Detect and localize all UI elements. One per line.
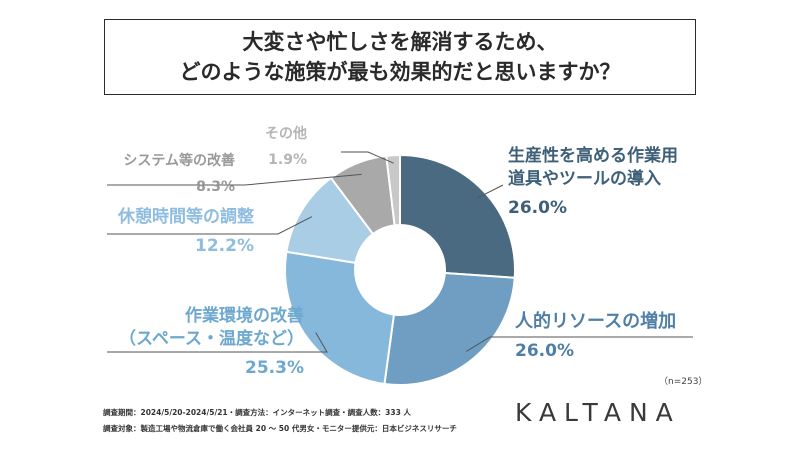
slice-label-5-line-0: その他 — [265, 126, 307, 142]
sample-size-note: （n=253） — [659, 377, 708, 387]
leader-line-0 — [476, 184, 504, 199]
slice-value-3: 12.2% — [195, 236, 254, 256]
slice-label-5: その他 1.9% — [265, 124, 307, 172]
slice-label-4-line-0: システム等の改善 — [123, 153, 235, 169]
chart-title-line-2: どのような施策が最も効果的だと思いますか？ — [179, 60, 621, 84]
slice-label-0-line-1: 道具やツールの導入 — [508, 169, 661, 189]
slice-value-0: 26.0% — [508, 198, 567, 218]
chart-title-line-1: 大変さや忙しさを解消するため、 — [242, 30, 558, 54]
slice-label-2: 作業環境の改善 （スペース・温度など） 25.3% — [119, 305, 304, 382]
leader-line-3 — [107, 216, 313, 235]
donut-slice-0 — [399, 153, 516, 279]
slice-value-5: 1.9% — [268, 152, 307, 168]
kaltana-logo: KALTANA — [515, 398, 681, 427]
slice-label-0-line-0: 生産性を高める作業用 — [508, 146, 678, 166]
slice-label-2-line-1: （スペース・温度など） — [119, 329, 304, 349]
slice-label-1: 人的リソースの増加 26.0% — [515, 310, 676, 365]
slice-label-0: 生産性を高める作業用 道具やツールの導入 26.0% — [508, 145, 678, 222]
slice-label-3-line-0: 休憩時間等の調整 — [118, 207, 254, 227]
leader-line-4 — [107, 173, 362, 186]
survey-target: 調査対象：製造工場や物流倉庫で働く会社員 20 ～ 50 代男女・モニター提供元… — [103, 424, 457, 433]
survey-period-method: 調査期間：2024/5/20-2024/5/21・調査方法：インターネット調査・… — [103, 408, 411, 417]
donut-slice-2 — [284, 250, 396, 386]
leader-line-5 — [341, 151, 394, 164]
leader-line-1 — [466, 336, 693, 352]
slice-label-4: システム等の改善 8.3% — [123, 151, 235, 199]
slice-value-4: 8.3% — [196, 179, 235, 195]
slice-label-3: 休憩時間等の調整 12.2% — [118, 206, 254, 260]
slice-value-1: 26.0% — [515, 341, 574, 361]
slice-label-1-line-0: 人的リソースの増加 — [515, 311, 677, 332]
chart-title-box: 大変さや忙しさを解消するため、 どのような施策が最も効果的だと思いますか？ — [104, 19, 696, 95]
donut-slice-1 — [383, 271, 516, 386]
leader-line-2 — [107, 332, 328, 353]
slice-value-2: 25.3% — [245, 358, 304, 378]
donut-slice-5 — [385, 153, 401, 227]
slice-label-2-line-0: 作業環境の改善 — [185, 306, 304, 326]
